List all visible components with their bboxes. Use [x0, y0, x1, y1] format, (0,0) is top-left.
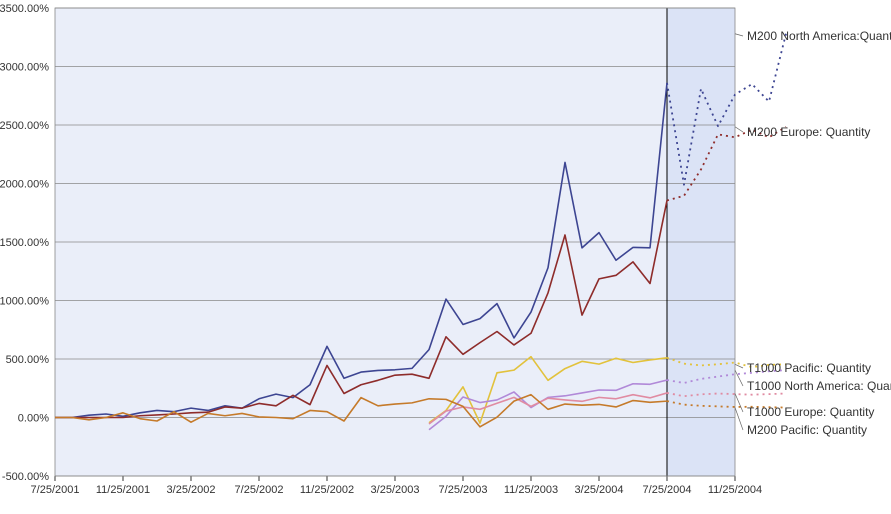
- legend-leader-m200_eu: [735, 127, 743, 132]
- legend-leader-m200_pac: [735, 408, 743, 430]
- x-tick-label: 3/25/2004: [575, 484, 624, 496]
- x-tick-label: 11/25/2003: [504, 484, 558, 496]
- y-tick-label: 3000.00%: [0, 62, 49, 74]
- y-tick-label: 2000.00%: [0, 179, 49, 191]
- y-tick-label: 2500.00%: [0, 120, 49, 132]
- legend-label-m200_pac: M200 Pacific: Quantity: [747, 423, 867, 437]
- legend-leader-t1000_na: [735, 370, 743, 386]
- legend-leader-t1000_eu: [735, 394, 743, 412]
- y-tick-label: 0.00%: [18, 413, 49, 425]
- y-tick-label: 500.00%: [6, 354, 50, 366]
- x-tick-label: 11/25/2002: [300, 484, 354, 496]
- chart-canvas: -500.00% 0.00% 500.00% 1000.00% 1500.00% 2000…: [0, 0, 891, 514]
- legend-leader-t1000_pac: [735, 364, 743, 368]
- y-tick-label: -500.00%: [2, 471, 49, 483]
- x-tick-label: 3/25/2002: [167, 484, 216, 496]
- x-tick-label: 11/25/2004: [708, 484, 762, 496]
- legend-label-m200_na: M200 North America:Quantity: [747, 29, 891, 43]
- x-tick-label: 7/25/2002: [235, 484, 284, 496]
- y-tick-label: 1500.00%: [0, 237, 49, 249]
- legend-label-t1000_pac: T1000 Pacific: Quantity: [747, 361, 871, 375]
- legend-label-t1000_na: T1000 North America: Quantity: [747, 379, 891, 393]
- y-tick-label: 3500.00%: [0, 3, 49, 15]
- line-chart: -500.00% 0.00% 500.00% 1000.00% 1500.00% 2000…: [0, 0, 891, 514]
- y-tick-label: 1000.00%: [0, 296, 49, 308]
- legend-label-m200_eu: M200 Europe: Quantity: [747, 125, 870, 139]
- x-tick-label: 11/25/2001: [96, 484, 150, 496]
- x-tick-label: 7/25/2004: [643, 484, 692, 496]
- x-tick-label: 7/25/2003: [439, 484, 488, 496]
- legend-label-t1000_eu: T1000 Europe: Quantity: [747, 405, 874, 419]
- x-tick-label: 7/25/2001: [31, 484, 80, 496]
- x-tick-label: 3/25/2003: [371, 484, 420, 496]
- legend-leader-m200_na: [735, 34, 743, 36]
